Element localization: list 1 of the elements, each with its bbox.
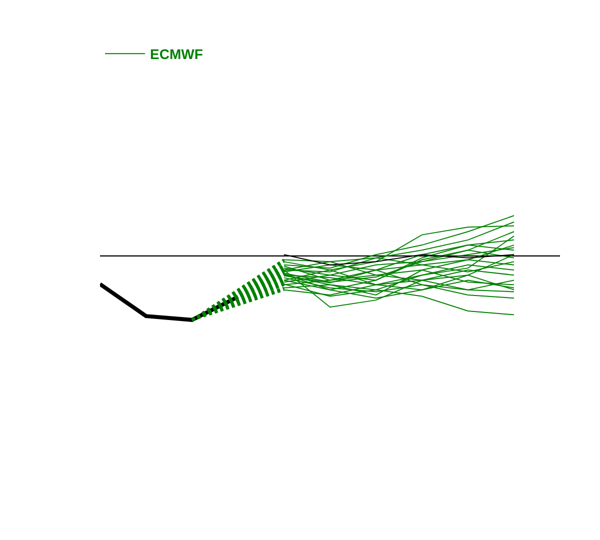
legend-label: ECMWF <box>150 46 204 62</box>
